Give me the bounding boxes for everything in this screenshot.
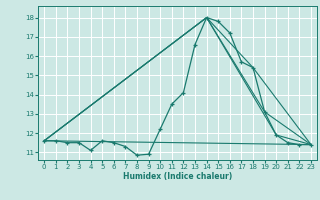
X-axis label: Humidex (Indice chaleur): Humidex (Indice chaleur) [123,172,232,181]
